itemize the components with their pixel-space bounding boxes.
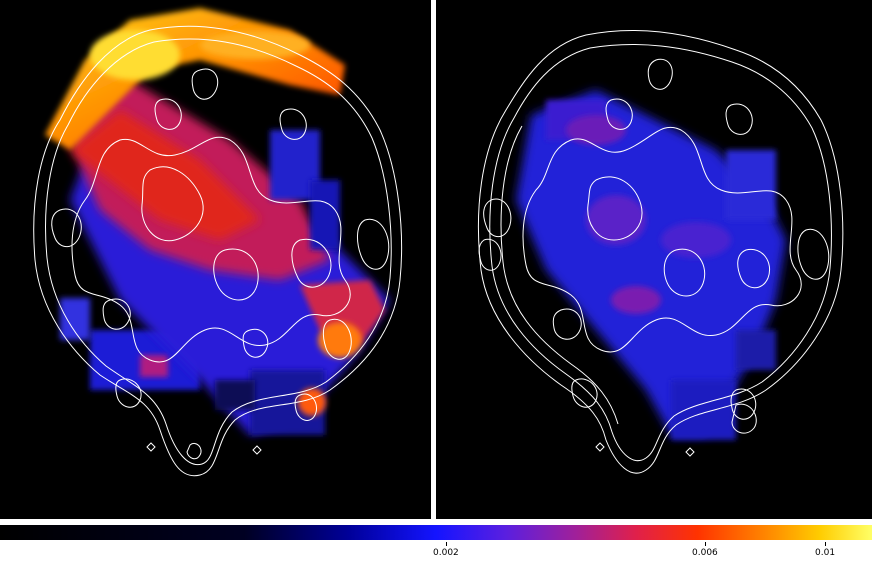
left-contours	[33, 25, 403, 477]
left-image-panel	[0, 0, 431, 519]
colorbar-frame-line	[0, 519, 872, 523]
colorbar-tick-label: 0.006	[692, 548, 718, 558]
colorbar-axis: 0.002 0.006 0.01	[0, 542, 872, 569]
right-contours	[477, 29, 844, 474]
right-emission-map	[477, 29, 844, 474]
colorbar-tick-mark	[705, 542, 706, 546]
right-emission-field	[516, 90, 786, 440]
panel-divider	[431, 0, 436, 519]
colorbar-tick-mark	[446, 542, 447, 546]
right-image-panel	[436, 0, 872, 519]
colorbar-gradient	[0, 525, 872, 540]
left-emission-field	[45, 8, 390, 435]
colorbar-tick-mark	[825, 542, 826, 546]
colorbar-tick-label: 0.01	[815, 548, 836, 558]
left-emission-map	[33, 8, 403, 477]
colorbar-tick-label: 0.002	[433, 548, 459, 558]
colorbar	[0, 523, 872, 542]
